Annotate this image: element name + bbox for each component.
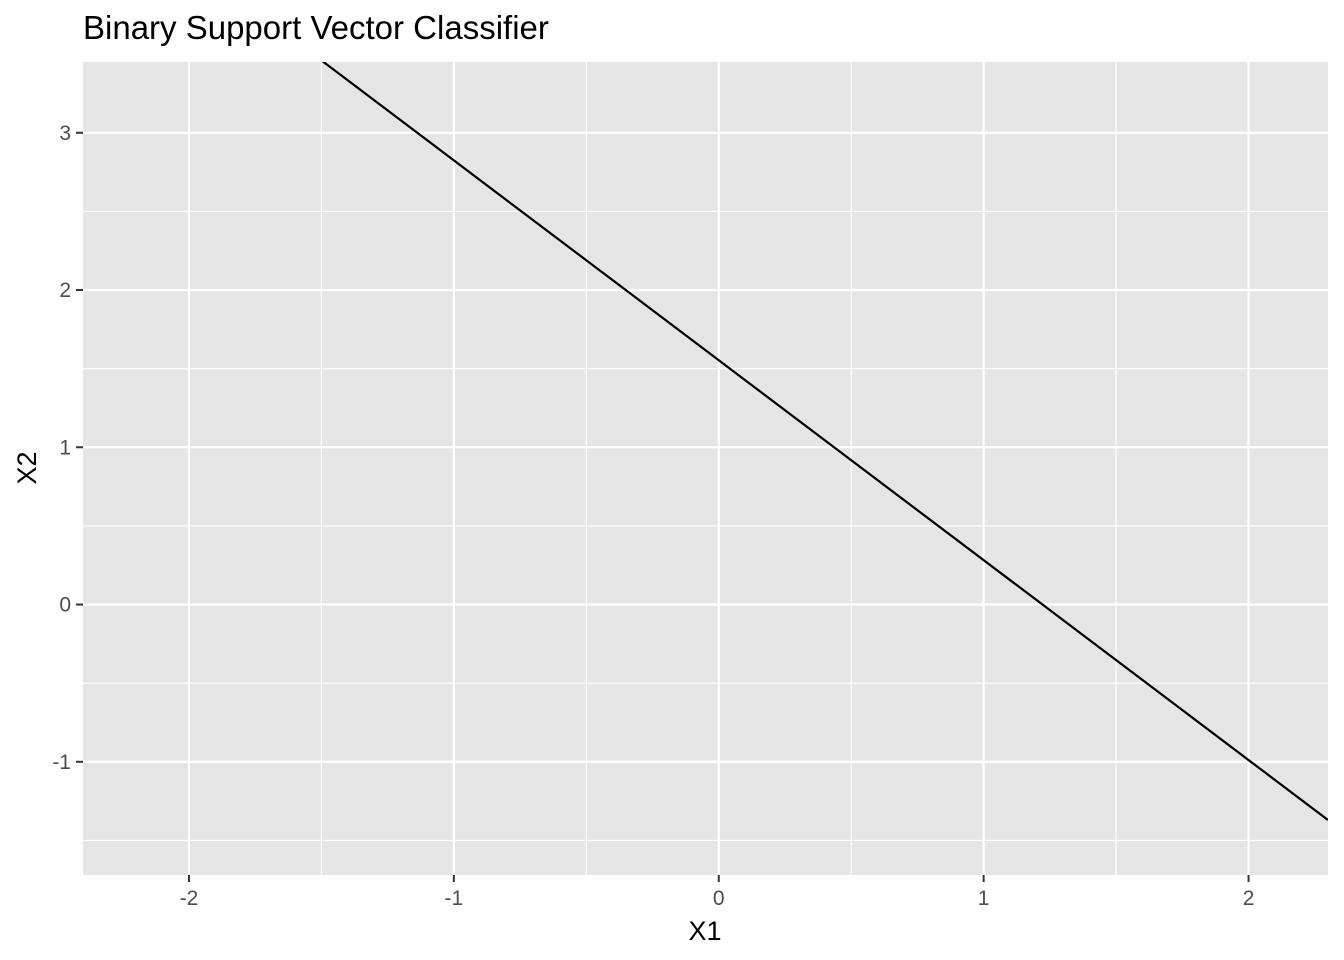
x-tick-label: 2 [1243,887,1255,910]
x-tick-label: -1 [445,887,464,910]
x-tick-label: -2 [180,887,199,910]
x-tick-label: 1 [978,887,990,910]
chart-title: Binary Support Vector Classifier [83,9,549,46]
y-tick-label: 1 [59,436,71,459]
series-layer [321,62,1328,821]
x-tick-label: 0 [713,887,725,910]
y-tick-label: -1 [52,751,71,774]
y-tick-label: 3 [59,122,71,145]
x-axis-title: X1 [688,916,721,946]
x-axis: -2 -1 0 1 2 [180,875,1255,910]
decision-boundary-line [321,62,1328,821]
y-axis-title: X2 [12,451,42,484]
minor-gridlines [83,62,1328,875]
plot-panel [83,62,1328,875]
major-gridlines [83,62,1328,875]
y-axis: -1 0 1 2 3 [52,122,83,774]
y-tick-label: 0 [59,594,71,617]
y-tick-label: 2 [59,279,71,302]
